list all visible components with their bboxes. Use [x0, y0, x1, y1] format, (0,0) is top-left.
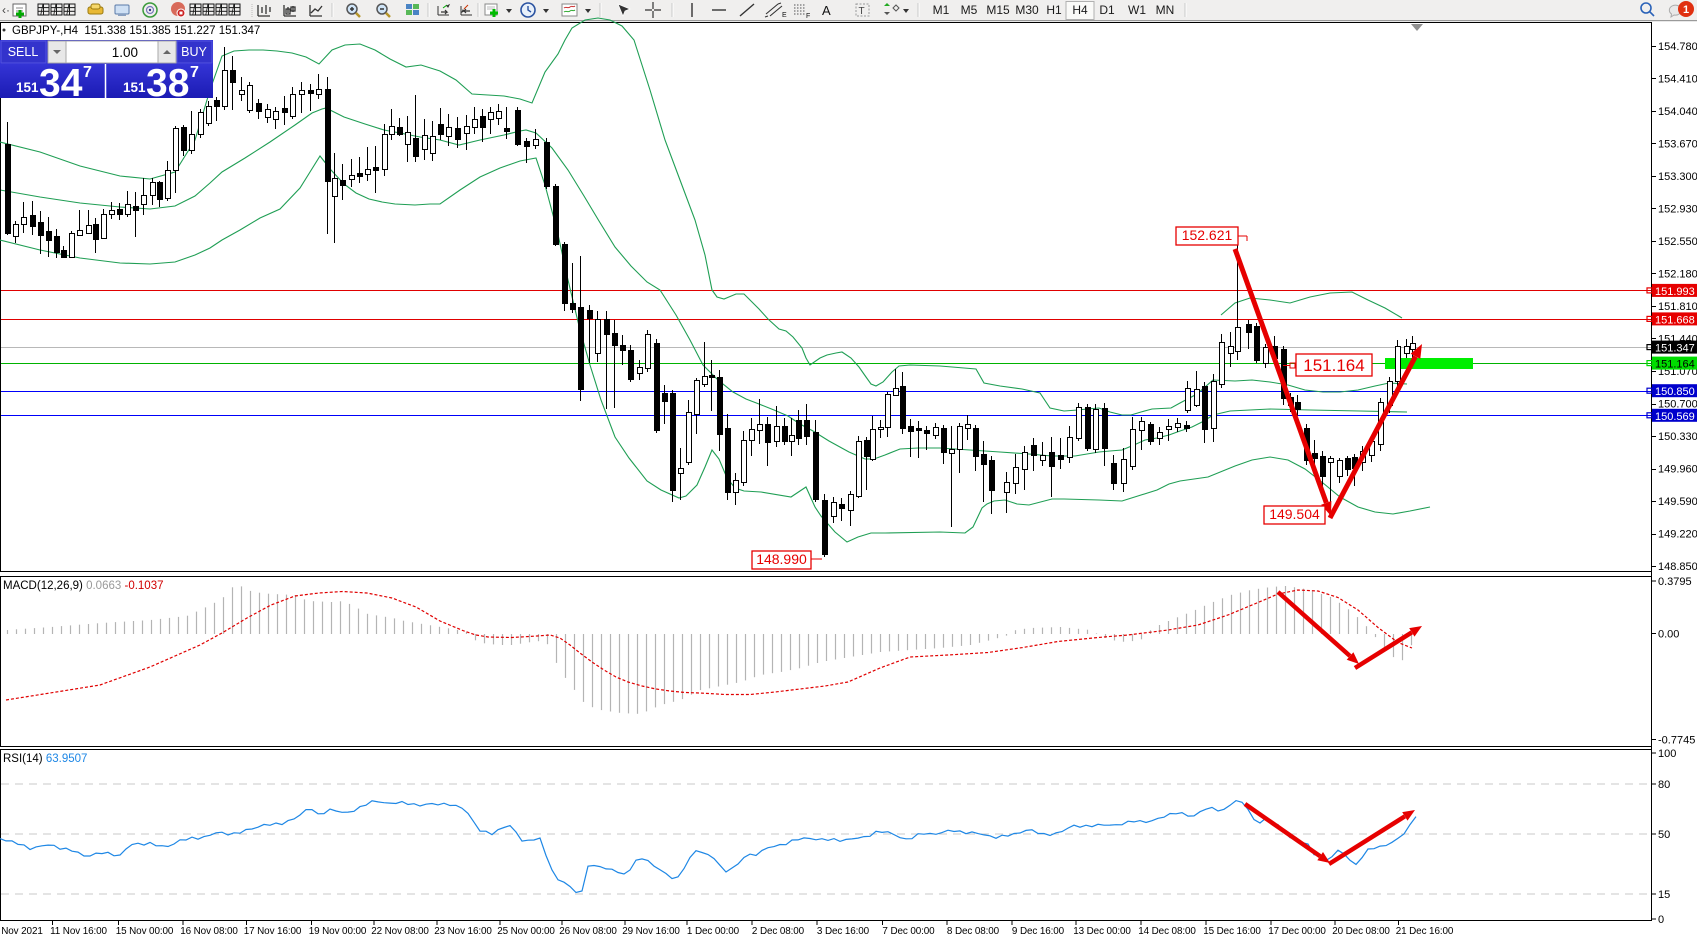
svg-text:22 Nov 08:00: 22 Nov 08:00 — [371, 926, 429, 937]
svg-text:15: 15 — [1658, 889, 1670, 901]
svg-text:A: A — [822, 3, 831, 18]
svg-text:150.850: 150.850 — [1655, 386, 1695, 398]
svg-text:13 Dec 00:00: 13 Dec 00:00 — [1073, 926, 1131, 937]
svg-text:151.810: 151.810 — [1658, 301, 1697, 313]
svg-text:‹·: ‹· — [2, 3, 10, 17]
svg-text:21 Dec 16:00: 21 Dec 16:00 — [1396, 926, 1454, 937]
svg-text:29 Nov 16:00: 29 Nov 16:00 — [622, 926, 680, 937]
svg-text:MN: MN — [1156, 3, 1175, 17]
svg-text:152.621: 152.621 — [1182, 227, 1233, 243]
svg-text:23 Nov 16:00: 23 Nov 16:00 — [434, 926, 492, 937]
svg-text:SELL: SELL — [8, 45, 39, 59]
svg-text:8 Dec 08:00: 8 Dec 08:00 — [947, 926, 1000, 937]
svg-text:1 Dec 00:00: 1 Dec 00:00 — [687, 926, 740, 937]
svg-text:149.504: 149.504 — [1269, 506, 1320, 522]
svg-text:152.180: 152.180 — [1658, 269, 1697, 281]
svg-text:1.00: 1.00 — [112, 45, 138, 60]
svg-text:GBPJPY-,H4 151.338 151.385 15: GBPJPY-,H4 151.338 151.385 151.227 151.3… — [12, 25, 260, 37]
svg-text:154.410: 154.410 — [1658, 73, 1697, 85]
svg-text:H4: H4 — [1072, 3, 1088, 17]
svg-text:151.993: 151.993 — [1655, 286, 1695, 298]
svg-text:152.550: 152.550 — [1658, 236, 1697, 248]
svg-text:15 Nov 00:00: 15 Nov 00:00 — [116, 926, 174, 937]
svg-text:19 Nov 00:00: 19 Nov 00:00 — [309, 926, 367, 937]
svg-text:2 Dec 08:00: 2 Dec 08:00 — [752, 926, 805, 937]
svg-text:100: 100 — [1658, 748, 1676, 760]
svg-text:RSI(14) 63.9507: RSI(14) 63.9507 — [3, 753, 87, 765]
svg-text:20 Dec 08:00: 20 Dec 08:00 — [1332, 926, 1390, 937]
svg-text:7: 7 — [83, 64, 92, 81]
svg-text:149.590: 149.590 — [1658, 496, 1697, 508]
svg-text:14 Dec 08:00: 14 Dec 08:00 — [1138, 926, 1196, 937]
svg-text:151: 151 — [16, 80, 39, 95]
svg-text:-0.7745: -0.7745 — [1658, 735, 1695, 747]
svg-text:15 Dec 16:00: 15 Dec 16:00 — [1203, 926, 1261, 937]
svg-text:9 Dec 16:00: 9 Dec 16:00 — [1012, 926, 1065, 937]
svg-text:17 Dec 00:00: 17 Dec 00:00 — [1268, 926, 1326, 937]
svg-text:152.930: 152.930 — [1658, 203, 1697, 215]
svg-text:F: F — [806, 13, 810, 20]
svg-text:D1: D1 — [1099, 3, 1115, 17]
svg-text:0.3795: 0.3795 — [1658, 576, 1692, 588]
svg-text:M5: M5 — [961, 3, 978, 17]
svg-text:150.569: 150.569 — [1655, 411, 1695, 423]
svg-text:151.347: 151.347 — [1655, 343, 1695, 355]
svg-text:M1: M1 — [933, 3, 950, 17]
svg-text:1: 1 — [1683, 4, 1689, 16]
svg-text:M15: M15 — [986, 3, 1010, 17]
svg-text:17 Nov 16:00: 17 Nov 16:00 — [244, 926, 302, 937]
svg-text:80: 80 — [1658, 779, 1670, 791]
svg-text:151.668: 151.668 — [1655, 314, 1695, 326]
svg-text:153.300: 153.300 — [1658, 171, 1697, 183]
svg-text:0.00: 0.00 — [1658, 629, 1679, 641]
svg-text:150.330: 150.330 — [1658, 431, 1697, 443]
svg-text:149.960: 149.960 — [1658, 464, 1697, 476]
svg-text:T: T — [859, 6, 865, 17]
svg-text:148.990: 148.990 — [756, 551, 807, 567]
svg-text:151: 151 — [123, 80, 146, 95]
svg-text:M30: M30 — [1015, 3, 1039, 17]
svg-text:150.700: 150.700 — [1658, 399, 1697, 411]
svg-text:11 Nov 16:00: 11 Nov 16:00 — [50, 926, 107, 937]
svg-text:W1: W1 — [1128, 3, 1146, 17]
svg-text:26 Nov 08:00: 26 Nov 08:00 — [559, 926, 617, 937]
svg-text:38: 38 — [146, 62, 189, 105]
svg-text:3 Dec 16:00: 3 Dec 16:00 — [817, 926, 870, 937]
svg-text:154.040: 154.040 — [1658, 106, 1697, 118]
svg-text:153.670: 153.670 — [1658, 138, 1697, 150]
svg-text:148.850: 148.850 — [1658, 561, 1697, 573]
svg-text:16 Nov 08:00: 16 Nov 08:00 — [180, 926, 238, 937]
svg-text:Nov 2021: Nov 2021 — [1, 926, 43, 937]
svg-text:7: 7 — [190, 64, 199, 81]
svg-text:25 Nov 00:00: 25 Nov 00:00 — [497, 926, 555, 937]
svg-text:50: 50 — [1658, 829, 1670, 841]
svg-text:34: 34 — [39, 62, 83, 105]
svg-text:7 Dec 00:00: 7 Dec 00:00 — [882, 926, 935, 937]
svg-text:149.220: 149.220 — [1658, 529, 1697, 541]
svg-text:MACD(12,26,9) 0.0663 -0.1037: MACD(12,26,9) 0.0663 -0.1037 — [3, 580, 164, 592]
svg-text:151.164: 151.164 — [1655, 359, 1695, 371]
svg-text:0: 0 — [1658, 914, 1664, 926]
svg-text:H1: H1 — [1046, 3, 1062, 17]
svg-text:154.780: 154.780 — [1658, 41, 1697, 53]
svg-text:151.164: 151.164 — [1303, 356, 1364, 375]
svg-text:E: E — [782, 12, 787, 19]
svg-text:BUY: BUY — [181, 45, 207, 59]
